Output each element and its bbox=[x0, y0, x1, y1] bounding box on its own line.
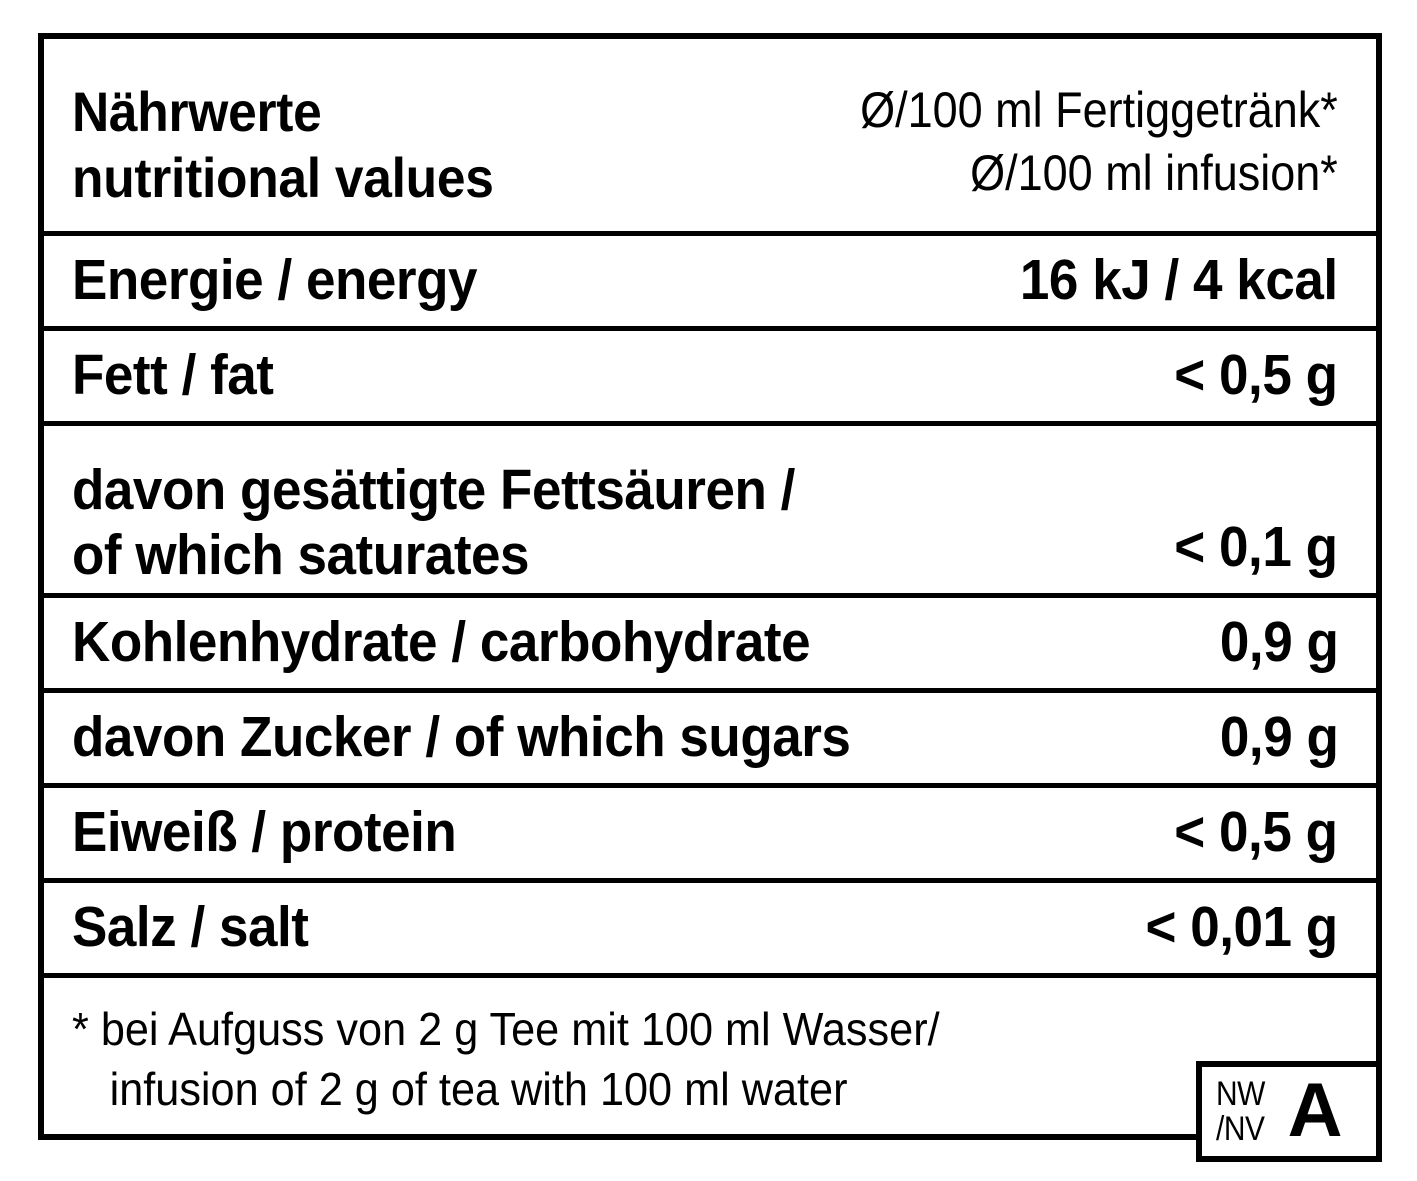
row-label-energy: Energie / energy bbox=[72, 248, 478, 313]
footnote-line2: infusion of 2 g of tea with 100 ml water bbox=[109, 1062, 848, 1115]
header-column-de: Ø/100 ml Fertiggetränk* bbox=[860, 82, 1338, 138]
table-row-carbohydrate: Kohlenhydrate / carbohydrate 0,9 g bbox=[44, 598, 1376, 693]
row-value-cell: < 0,5 g bbox=[1148, 343, 1339, 409]
badge-nw-label: NW /NV bbox=[1216, 1077, 1265, 1146]
row-label-cell: Energie / energy bbox=[72, 248, 982, 314]
row-label-salt: Salz / salt bbox=[72, 895, 309, 960]
row-value-cell: 16 kJ / 4 kcal bbox=[982, 248, 1338, 314]
table-row-protein: Eiweiß / protein < 0,5 g bbox=[44, 788, 1376, 883]
row-label-cell: Fett / fat bbox=[72, 343, 1148, 409]
header-column-title: Ø/100 ml Fertiggetränk* Ø/100 ml infusio… bbox=[860, 79, 1338, 205]
row-label-cell: davon gesättigte Fettsäuren / of which s… bbox=[72, 458, 1148, 588]
header-title-en: nutritional values bbox=[72, 146, 494, 210]
nutrition-table-body: Nährwerte nutritional values Ø/100 ml Fe… bbox=[44, 39, 1382, 1162]
row-label-cell: Salz / salt bbox=[72, 895, 1117, 961]
row-label-saturates: davon gesättigte Fettsäuren / of which s… bbox=[72, 458, 1073, 589]
header-value-cell: Ø/100 ml Fertiggetränk* Ø/100 ml infusio… bbox=[793, 79, 1338, 205]
header-label-cell: Nährwerte nutritional values bbox=[72, 79, 793, 211]
row-value-sugars: 0,9 g bbox=[1219, 705, 1339, 770]
row-value-salt: < 0,01 g bbox=[1145, 895, 1339, 960]
row-label-sugars: davon Zucker / of which sugars bbox=[72, 705, 851, 770]
table-header-row: Nährwerte nutritional values Ø/100 ml Fe… bbox=[44, 39, 1376, 236]
row-label-protein: Eiweiß / protein bbox=[72, 800, 457, 865]
row-label-saturates-line1: davon gesättigte Fettsäuren / bbox=[72, 457, 795, 522]
badge-nw-line1: NW bbox=[1216, 1074, 1265, 1113]
row-value-energy: 16 kJ / 4 kcal bbox=[1020, 248, 1338, 313]
table-row-fat: Fett / fat < 0,5 g bbox=[44, 331, 1376, 426]
row-label-cell: Kohlenhydrate / carbohydrate bbox=[72, 610, 1197, 676]
row-value-cell: 0,9 g bbox=[1197, 705, 1339, 771]
footnote-line1: * bei Aufguss von 2 g Tee mit 100 ml Was… bbox=[72, 1003, 940, 1055]
table-row-energy: Energie / energy 16 kJ / 4 kcal bbox=[44, 236, 1376, 331]
badge-grade-letter: A bbox=[1287, 1067, 1343, 1153]
nutri-grade-badge: NW /NV A bbox=[1196, 1061, 1382, 1162]
row-label-saturates-line2: of which saturates bbox=[72, 523, 530, 588]
header-title-de: Nährwerte bbox=[72, 80, 322, 143]
table-row-salt: Salz / salt < 0,01 g bbox=[44, 883, 1376, 978]
table-row-sugars: davon Zucker / of which sugars 0,9 g bbox=[44, 693, 1376, 788]
badge-nw-line2: /NV bbox=[1216, 1109, 1265, 1148]
header-title: Nährwerte nutritional values bbox=[72, 79, 736, 211]
row-value-cell: < 0,1 g bbox=[1148, 515, 1339, 585]
table-footnote-row: * bei Aufguss von 2 g Tee mit 100 ml Was… bbox=[44, 978, 1382, 1162]
row-value-fat: < 0,5 g bbox=[1174, 343, 1339, 408]
row-value-cell: < 0,01 g bbox=[1117, 895, 1339, 961]
row-value-saturates: < 0,1 g bbox=[1174, 515, 1339, 580]
row-label-cell: davon Zucker / of which sugars bbox=[72, 705, 1197, 771]
nutrition-table: Nährwerte nutritional values Ø/100 ml Fe… bbox=[38, 33, 1382, 1162]
row-label-fat: Fett / fat bbox=[72, 343, 274, 408]
row-label-cell: Eiweiß / protein bbox=[72, 800, 1148, 866]
row-value-cell: 0,9 g bbox=[1197, 610, 1339, 676]
row-value-cell: < 0,5 g bbox=[1148, 800, 1339, 866]
row-label-carbohydrate: Kohlenhydrate / carbohydrate bbox=[72, 610, 811, 675]
header-column-en: Ø/100 ml infusion* bbox=[970, 145, 1338, 201]
row-value-protein: < 0,5 g bbox=[1174, 800, 1339, 865]
row-value-carbohydrate: 0,9 g bbox=[1219, 610, 1339, 675]
table-row-saturates: davon gesättigte Fettsäuren / of which s… bbox=[44, 426, 1376, 598]
footnote-text: * bei Aufguss von 2 g Tee mit 100 ml Was… bbox=[72, 1000, 1260, 1120]
